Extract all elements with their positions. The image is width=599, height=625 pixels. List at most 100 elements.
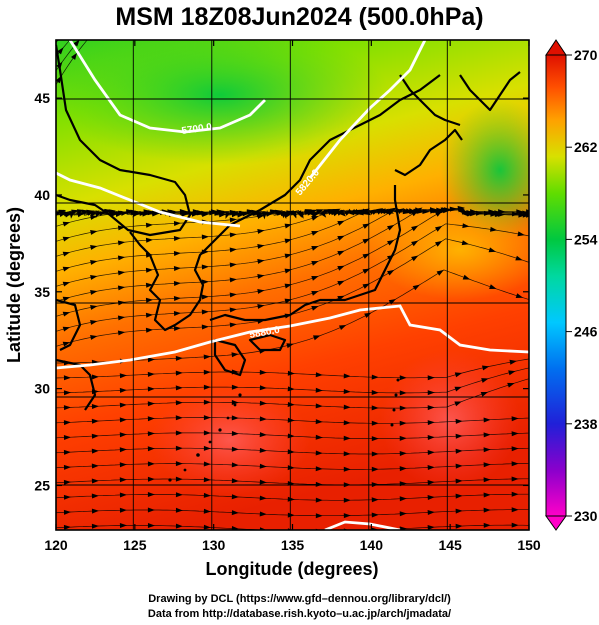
wind-arrowhead [483, 507, 491, 513]
wind-arrowhead [231, 462, 239, 468]
wind-arrowhead [175, 523, 183, 529]
colorbar-tick-label: 230 [574, 508, 598, 524]
wind-arrowhead [145, 312, 154, 318]
wind-arrowhead [517, 231, 525, 237]
wind-arrowhead [197, 210, 205, 216]
wind-arrowhead [476, 210, 484, 216]
wind-arrowhead [511, 446, 519, 452]
x-axis-tick-labels: 120 125 130 135 140 145 150 [44, 537, 541, 553]
wind-arrowhead [316, 544, 323, 549]
wind-arrowhead [145, 222, 154, 228]
wind-arrowhead [287, 512, 295, 518]
wind-arrowhead [387, 224, 395, 231]
wind-arrowhead [62, 266, 71, 272]
wind-arrowhead [508, 370, 516, 376]
wind-arrowhead [90, 260, 98, 265]
wind-arrowhead [296, 210, 302, 218]
wind-arrowhead [483, 492, 491, 498]
wind-arrowhead [287, 386, 295, 392]
wind-arrowhead [35, 176, 40, 183]
wind-arrowhead [119, 373, 127, 379]
wind-arrowhead [534, 375, 541, 380]
wind-arrowhead [63, 524, 71, 530]
wind-arrowhead [484, 210, 491, 216]
wind-arrowhead [63, 449, 71, 455]
wind-arrowhead [203, 461, 211, 467]
wind-arrowhead [119, 402, 127, 408]
wind-arrowhead [63, 390, 71, 396]
wind-arrowhead [455, 523, 463, 529]
wind-arrowhead [371, 420, 379, 426]
wind-arrowhead [311, 261, 319, 266]
wind-arrowhead [231, 510, 239, 516]
wind-arrowhead [287, 370, 295, 376]
wind-arrowhead [287, 402, 295, 407]
wind-arrowhead [77, 212, 85, 218]
wind-arrowhead [257, 274, 265, 279]
wind-arrowhead [63, 479, 71, 485]
wind-arrowhead [45, 211, 52, 216]
wind-arrowhead [454, 386, 462, 392]
wind-arrowhead [173, 236, 181, 241]
wind-arrowhead [512, 211, 519, 217]
wind-arrowhead [209, 210, 217, 216]
wind-arrowhead [28, 142, 33, 149]
wind-arrowhead [259, 463, 267, 469]
x-tick-label: 125 [123, 537, 147, 553]
wind-arrowhead [433, 208, 441, 214]
wind-arrowhead [315, 513, 323, 519]
wind-arrowhead [484, 538, 491, 543]
wind-arrowhead [511, 491, 519, 497]
wind-arrowhead [63, 420, 71, 426]
wind-arrowhead [257, 229, 265, 234]
wind-arrowhead [90, 320, 98, 325]
wind-arrowhead [62, 341, 71, 347]
wind-arrowhead [62, 236, 71, 242]
wind-arrowhead [229, 232, 237, 238]
wind-arrowhead [270, 209, 278, 215]
wind-arrowhead [145, 267, 154, 273]
wind-arrowhead [139, 211, 147, 216]
wind-arrowhead [201, 234, 209, 240]
wind-arrowhead [311, 276, 319, 281]
wind-arrowhead [203, 369, 211, 375]
wind-arrowhead [399, 526, 407, 530]
wind-arrowhead [490, 209, 498, 215]
wind-arrowhead [343, 389, 351, 394]
wind-arrowhead [173, 326, 181, 331]
credit-data-source: Data from http://database.rish.kyoto–u.a… [147, 608, 452, 620]
wind-arrowhead [399, 496, 407, 502]
wind-arrowhead [439, 208, 447, 214]
wind-arrowhead [91, 493, 99, 499]
streamline [56, 209, 529, 317]
wind-arrowhead [343, 451, 351, 457]
wind-arrowhead [62, 296, 71, 302]
wind-arrowhead [319, 210, 327, 218]
height-contours [56, 40, 529, 530]
wind-arrowhead [364, 312, 372, 318]
wind-arrowhead [343, 435, 351, 441]
wind-arrowhead [399, 511, 407, 517]
wind-arrowhead [147, 446, 155, 452]
wind-arrowhead [427, 525, 435, 530]
wind-arrowhead [399, 466, 407, 472]
wind-arrowhead [119, 387, 127, 393]
wind-arrowhead [145, 327, 154, 333]
wind-arrowhead [147, 371, 155, 377]
wind-arrowhead [387, 239, 395, 246]
wind-arrowhead [489, 284, 497, 289]
wind-arrowhead [371, 466, 379, 472]
wind-arrowhead [490, 226, 498, 232]
wind-arrowhead [147, 492, 155, 497]
wind-arrowhead [203, 399, 211, 405]
wind-arrowhead [483, 447, 491, 453]
wind-arrowhead [259, 495, 267, 501]
contour-label-5700: 5700.0 [181, 122, 213, 137]
wind-arrowhead [39, 132, 45, 139]
wind-arrowhead [315, 434, 323, 440]
colorbar-tick-label: 254 [574, 231, 598, 247]
wind-arrowhead [201, 309, 209, 315]
wind-arrowhead [315, 387, 323, 393]
wind-arrowhead [231, 415, 239, 421]
wind-arrowhead [259, 400, 267, 406]
